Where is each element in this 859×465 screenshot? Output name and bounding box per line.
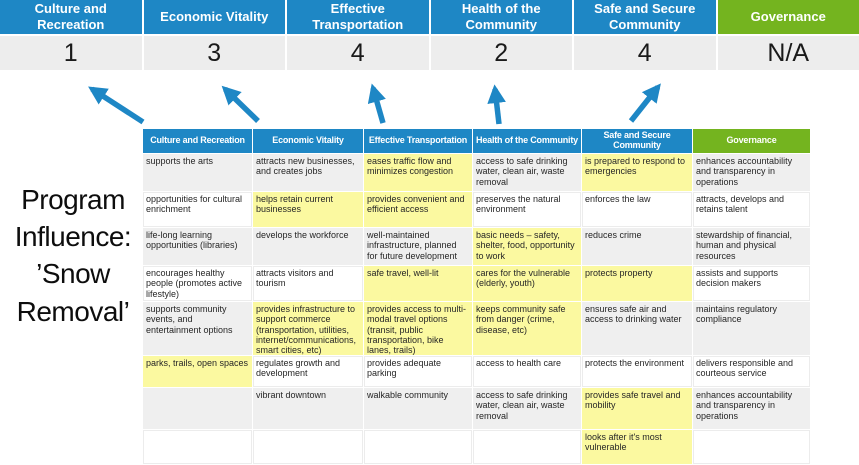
matrix-cell: [693, 430, 810, 464]
matrix-cell: supports community events, and entertain…: [143, 302, 252, 355]
matrix-cell: preserves the natural environment: [473, 192, 581, 227]
matrix-header-5: Governance: [693, 129, 810, 153]
matrix-cell: attracts visitors and tourism: [253, 266, 363, 301]
summary-score-safe-secure: 4: [574, 36, 716, 70]
matrix-cell: access to health care: [473, 356, 581, 387]
matrix-cell: keeps community safe from danger (crime,…: [473, 302, 581, 355]
matrix-header-1: Economic Vitality: [253, 129, 363, 153]
matrix-cell: basic needs – safety, shelter, food, opp…: [473, 228, 581, 265]
matrix-cell: [253, 430, 363, 464]
matrix-cell: assists and supports decision makers: [693, 266, 810, 301]
matrix-cell: attracts, develops and retains talent: [693, 192, 810, 227]
matrix-cell: [143, 388, 252, 429]
matrix-cell: [143, 430, 252, 464]
matrix-cell: stewardship of financial, human and phys…: [693, 228, 810, 265]
arrow-icon: [367, 83, 386, 124]
matrix-cell: provides convenient and efficient access: [364, 192, 472, 227]
matrix-cell: supports the arts: [143, 154, 252, 191]
matrix-cell: encourages healthy people (promotes acti…: [143, 266, 252, 301]
summary-score-governance: N/A: [717, 36, 859, 70]
matrix-cell: looks after it's most vulnerable: [582, 430, 692, 464]
matrix-cell: delivers responsible and courteous servi…: [693, 356, 810, 387]
matrix-cell: provides adequate parking: [364, 356, 472, 387]
matrix-cell: protects the environment: [582, 356, 692, 387]
summary-score-transportation: 4: [287, 36, 429, 70]
matrix-cell: enhances accountability and transparency…: [693, 388, 810, 429]
arrow-icon: [628, 83, 661, 123]
matrix-cell: attracts new businesses, and creates job…: [253, 154, 363, 191]
summary-header-transportation: Effective Transportation: [287, 0, 429, 34]
matrix-cell: provides access to multi-modal travel op…: [364, 302, 472, 355]
matrix-cell: cares for the vulnerable (elderly, youth…: [473, 266, 581, 301]
matrix-cell: regulates growth and development: [253, 356, 363, 387]
matrix-cell: eases traffic flow and minimizes congest…: [364, 154, 472, 191]
matrix-cell: maintains regulatory compliance: [693, 302, 810, 355]
matrix-cell: walkable community: [364, 388, 472, 429]
summary-header-safe-secure: Safe and Secure Community: [574, 0, 716, 34]
matrix-cell: parks, trails, open spaces: [143, 356, 252, 387]
matrix-cell: life-long learning opportunities (librar…: [143, 228, 252, 265]
matrix-cell: access to safe drinking water, clean air…: [473, 388, 581, 429]
matrix-cell: access to safe drinking water, clean air…: [473, 154, 581, 191]
matrix-cell: safe travel, well-lit: [364, 266, 472, 301]
arrow-icon: [88, 86, 145, 125]
influence-matrix: Culture and Recreation Economic Vitality E…: [143, 129, 810, 464]
matrix-cell: helps retain current businesses: [253, 192, 363, 227]
matrix-cell: protects property: [582, 266, 692, 301]
matrix-cell: develops the workforce: [253, 228, 363, 265]
summary-header-economic: Economic Vitality: [143, 0, 285, 34]
summary-header-health: Health of the Community: [430, 0, 572, 34]
arrow-icon: [221, 85, 260, 123]
summary-score-culture: 1: [0, 36, 142, 70]
summary-header-culture: Culture and Recreation: [0, 0, 142, 34]
matrix-cell: [473, 430, 581, 464]
summary-header-governance: Governance: [717, 0, 859, 34]
matrix-header-4: Safe and Secure Community: [582, 129, 692, 153]
matrix-header-2: Effective Transportation: [364, 129, 472, 153]
matrix-cell: reduces crime: [582, 228, 692, 265]
matrix-cell: [364, 430, 472, 464]
matrix-cell: is prepared to respond to emergencies: [582, 154, 692, 191]
matrix-cell: enforces the law: [582, 192, 692, 227]
arrow-icon: [487, 84, 506, 125]
matrix-cell: provides safe travel and mobility: [582, 388, 692, 429]
priority-summary-band: Culture and Recreation Economic Vitality…: [0, 0, 859, 70]
influence-arrows: [88, 83, 661, 125]
matrix-header-0: Culture and Recreation: [143, 129, 252, 153]
matrix-header-3: Health of the Community: [473, 129, 581, 153]
matrix-cell: enhances accountability and transparency…: [693, 154, 810, 191]
matrix-cell: well-maintained infrastructure, planned …: [364, 228, 472, 265]
summary-score-health: 2: [430, 36, 572, 70]
matrix-grid: Culture and Recreation Economic Vitality E…: [143, 129, 810, 464]
program-influence-title: Program Influence: ’Snow Removal’: [14, 184, 132, 327]
matrix-cell: vibrant downtown: [253, 388, 363, 429]
matrix-cell: opportunities for cultural enrichment: [143, 192, 252, 227]
matrix-cell: ensures safe air and access to drinking …: [582, 302, 692, 355]
summary-score-economic: 3: [143, 36, 285, 70]
matrix-cell: provides infrastructure to support comme…: [253, 302, 363, 355]
